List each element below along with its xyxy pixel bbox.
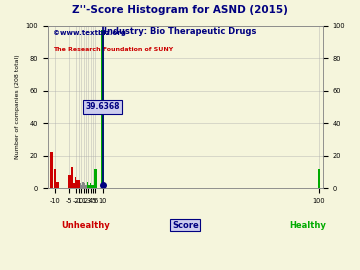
Text: The Research Foundation of SUNY: The Research Foundation of SUNY	[53, 47, 174, 52]
Bar	[90, 183, 91, 188]
Bar	[318, 169, 320, 188]
Bar	[80, 183, 81, 188]
Bar	[50, 153, 53, 188]
Text: Score: Score	[172, 221, 199, 230]
Bar	[84, 183, 85, 188]
Bar	[91, 185, 92, 188]
Bar	[79, 180, 80, 188]
Bar	[82, 182, 84, 188]
Bar	[88, 185, 90, 188]
Bar	[93, 185, 94, 188]
Bar	[73, 183, 75, 188]
Bar	[86, 185, 87, 188]
Text: Healthy: Healthy	[290, 221, 327, 230]
Bar	[87, 182, 88, 188]
Bar	[92, 185, 93, 188]
Y-axis label: Number of companies (208 total): Number of companies (208 total)	[15, 55, 20, 159]
Bar	[81, 185, 82, 188]
Bar	[76, 180, 78, 188]
Text: Industry: Bio Therapeutic Drugs: Industry: Bio Therapeutic Drugs	[104, 27, 256, 36]
Text: Z''-Score Histogram for ASND (2015): Z''-Score Histogram for ASND (2015)	[72, 5, 288, 15]
Bar	[78, 180, 79, 188]
Bar	[71, 167, 73, 188]
Bar	[75, 177, 76, 188]
Bar	[56, 182, 59, 188]
Bar	[85, 185, 86, 188]
Text: ©www.textbiz.org: ©www.textbiz.org	[53, 31, 126, 36]
Bar	[54, 169, 56, 188]
Bar	[68, 175, 71, 188]
Text: 39.6368: 39.6368	[85, 102, 120, 112]
Bar	[102, 31, 104, 188]
Text: Unhealthy: Unhealthy	[62, 221, 111, 230]
Bar	[94, 169, 97, 188]
